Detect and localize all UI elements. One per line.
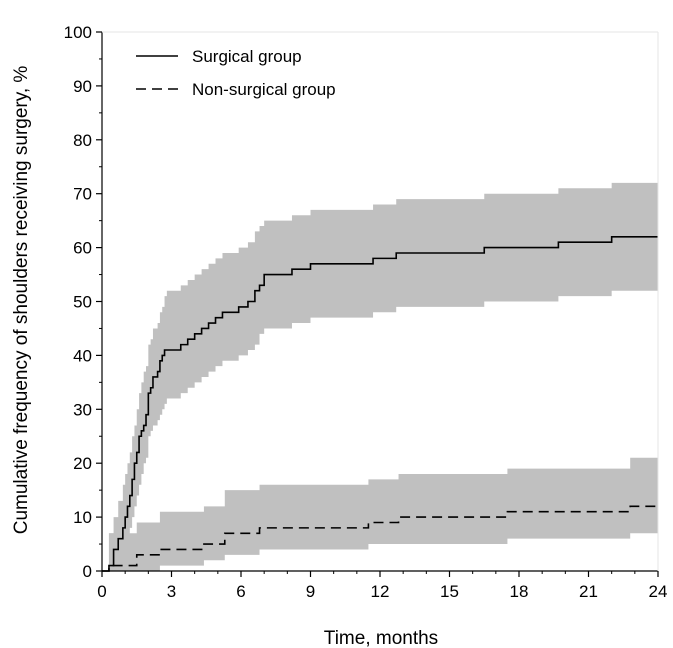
x-tick-label: 24 [649,582,668,601]
x-tick-label: 15 [440,582,459,601]
series-line-non-surgical [102,505,658,572]
y-tick-label: 70 [73,185,92,204]
x-axis-title: Time, months [324,628,438,648]
legend: Surgical group Non-surgical group [136,47,336,99]
axes: 0 10 20 30 40 50 60 70 80 90 100 0 3 6 9 12 15 18 21 24 [64,23,668,601]
y-tick-label: 80 [73,131,92,150]
y-tick-label: 40 [73,346,92,365]
legend-label-surgical: Surgical group [192,47,302,66]
ci-band-non-surgical [102,457,658,571]
y-tick-label: 90 [73,77,92,96]
y-tick-label: 60 [73,239,92,258]
x-tick-label: 9 [306,582,315,601]
y-tick-label: 50 [73,293,92,312]
y-tick-label: 10 [73,508,92,527]
y-tick-label: 100 [64,23,92,42]
x-tick-label: 0 [97,582,106,601]
series-lines [102,236,658,572]
y-tick-label: 0 [83,562,92,581]
x-tick-label: 6 [236,582,245,601]
x-tick-label: 18 [510,582,529,601]
y-axis-title: Cumulative frequency of shoulders receiv… [11,66,32,535]
x-tick-label: 12 [371,582,390,601]
x-tick-label: 3 [167,582,176,601]
series-line-surgical [102,236,658,572]
legend-label-non-surgical: Non-surgical group [192,80,336,99]
confidence-bands [102,182,658,572]
ci-band-surgical [102,182,658,572]
x-tick-label: 21 [579,582,598,601]
y-tick-label: 30 [73,400,92,419]
y-tick-label: 20 [73,454,92,473]
